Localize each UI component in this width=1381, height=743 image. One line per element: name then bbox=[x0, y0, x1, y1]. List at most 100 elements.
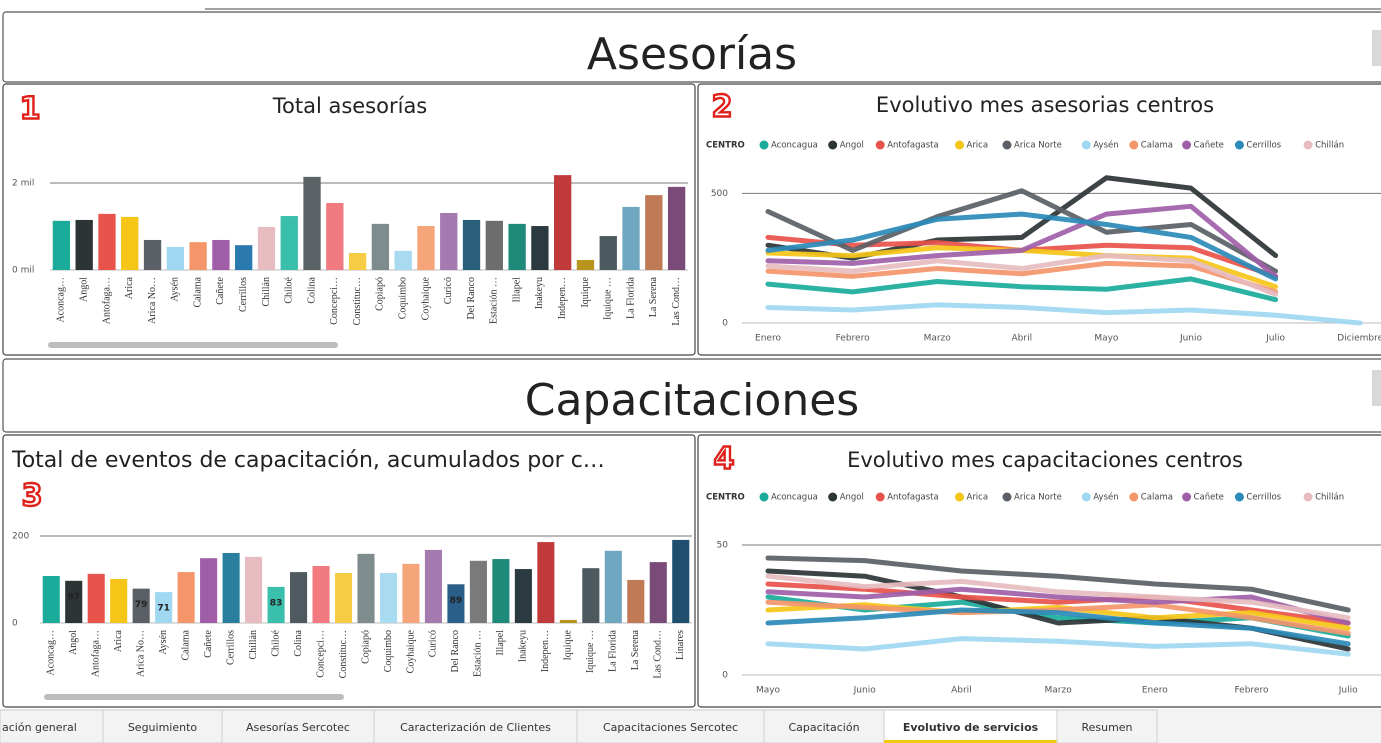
bar bbox=[424, 549, 442, 623]
legend-label: Chillán bbox=[1315, 493, 1344, 503]
bar bbox=[604, 550, 622, 623]
y-tick-label: 0 bbox=[722, 671, 728, 681]
x-tick-label: Mayo bbox=[1094, 334, 1119, 344]
series-line bbox=[765, 636, 1351, 657]
bar bbox=[485, 220, 503, 270]
legend-swatch bbox=[828, 492, 838, 502]
tab[interactable] bbox=[576, 709, 765, 743]
x-tick-label: Concepci… bbox=[329, 277, 340, 325]
x-tick-label: Chillán bbox=[248, 630, 259, 659]
legend-swatch bbox=[1129, 492, 1139, 502]
legend-label: Cañete bbox=[1194, 493, 1224, 503]
bar bbox=[394, 250, 412, 270]
tab[interactable] bbox=[1056, 709, 1158, 743]
x-tick-label: Angol bbox=[78, 277, 89, 302]
x-tick-label: Cerrillos bbox=[238, 277, 249, 312]
x-tick-label: Iquique … bbox=[603, 277, 614, 320]
bar bbox=[235, 245, 253, 270]
data-label: 79 bbox=[135, 600, 148, 610]
bar bbox=[357, 553, 375, 623]
legend-swatch bbox=[759, 492, 769, 502]
section-box bbox=[2, 358, 1381, 433]
panel bbox=[2, 83, 696, 356]
x-tick-label: Cañete bbox=[215, 276, 226, 304]
scroll-thumb bbox=[1372, 370, 1381, 406]
legend-swatch bbox=[828, 140, 838, 150]
tab-label[interactable]: ación general bbox=[2, 721, 77, 734]
bar bbox=[245, 556, 263, 623]
x-tick-label: La Serena bbox=[630, 629, 641, 670]
y-tick-label: 0 bbox=[12, 619, 18, 629]
legend-swatch bbox=[1303, 492, 1313, 502]
tab[interactable] bbox=[102, 709, 223, 743]
legend-title: CENTRO bbox=[706, 141, 745, 151]
x-tick-label: La Serena bbox=[648, 276, 659, 317]
bar bbox=[348, 253, 367, 270]
x-tick-label: Junio bbox=[1179, 334, 1203, 344]
x-tick-label: Arica No… bbox=[135, 630, 146, 677]
bar bbox=[166, 246, 184, 270]
bar bbox=[222, 552, 240, 623]
bar bbox=[672, 539, 690, 623]
scrollbar[interactable] bbox=[44, 694, 344, 700]
x-tick-label: Curicó bbox=[428, 630, 439, 657]
tab-label[interactable]: Capacitación bbox=[788, 721, 859, 734]
section-title: Capacitaciones bbox=[525, 375, 859, 426]
data-label: 83 bbox=[270, 598, 283, 608]
x-tick-label: Coquimbo bbox=[397, 277, 408, 319]
tab-label[interactable]: Seguimiento bbox=[128, 721, 198, 734]
legend-swatch bbox=[1002, 492, 1012, 502]
series-line bbox=[765, 599, 1351, 636]
legend-label: Calama bbox=[1141, 141, 1173, 151]
tab-label[interactable]: Asesorías Sercotec bbox=[246, 721, 350, 734]
series-line bbox=[765, 573, 1351, 621]
x-tick-label: Concepci… bbox=[315, 630, 326, 678]
x-tick-label: Abril bbox=[1012, 334, 1033, 344]
bar bbox=[42, 576, 60, 623]
x-tick-label: Chiloé bbox=[284, 276, 295, 303]
tab-label[interactable]: Resumen bbox=[1081, 721, 1132, 734]
bar bbox=[469, 560, 487, 623]
scroll-thumb bbox=[1372, 30, 1381, 66]
bar bbox=[257, 226, 276, 270]
x-tick-label: Febrero bbox=[836, 334, 870, 344]
badge: 2 bbox=[712, 90, 733, 125]
x-tick-label: Arica bbox=[113, 629, 124, 652]
legend-label: Cañete bbox=[1194, 141, 1224, 151]
x-tick-label: Del Ranco bbox=[466, 277, 477, 320]
x-tick-label: Iquique … bbox=[585, 630, 596, 673]
bar bbox=[582, 568, 600, 623]
x-tick-label: Enero bbox=[1142, 686, 1168, 696]
bar bbox=[447, 584, 465, 623]
x-tick-label: Estación … bbox=[473, 630, 484, 677]
series-line bbox=[765, 555, 1351, 613]
y-tick-label: 0 bbox=[722, 319, 728, 329]
series-line bbox=[765, 581, 1351, 626]
legend-swatch bbox=[1129, 140, 1139, 150]
bar bbox=[649, 562, 667, 623]
legend-label: Antofagasta bbox=[887, 141, 939, 151]
x-tick-label: Julio bbox=[1265, 334, 1285, 344]
tab-active[interactable] bbox=[883, 709, 1058, 743]
tab-label[interactable]: Evolutivo de servicios bbox=[903, 721, 1039, 734]
tab[interactable] bbox=[0, 709, 104, 743]
panel bbox=[2, 434, 696, 708]
bar bbox=[87, 573, 105, 623]
x-tick-label: Copiapó bbox=[360, 630, 371, 664]
legend-label: Calama bbox=[1141, 493, 1173, 503]
legend-label: Angol bbox=[840, 141, 864, 151]
bar bbox=[121, 216, 139, 270]
bar bbox=[667, 186, 686, 270]
legend-swatch bbox=[1182, 492, 1192, 502]
x-tick-label: Febrero bbox=[1235, 686, 1269, 696]
bar bbox=[303, 176, 321, 270]
x-tick-label: Curicó bbox=[443, 277, 454, 304]
tab-label[interactable]: Caracterización de Clientes bbox=[400, 721, 551, 734]
x-tick-label: Chillán bbox=[261, 277, 272, 306]
x-tick-label: Abril bbox=[951, 686, 972, 696]
legend-label: Arica bbox=[967, 141, 989, 151]
legend-swatch bbox=[875, 492, 885, 502]
tab-label[interactable]: Capacitaciones Sercotec bbox=[603, 721, 738, 734]
scrollbar[interactable] bbox=[48, 342, 338, 348]
